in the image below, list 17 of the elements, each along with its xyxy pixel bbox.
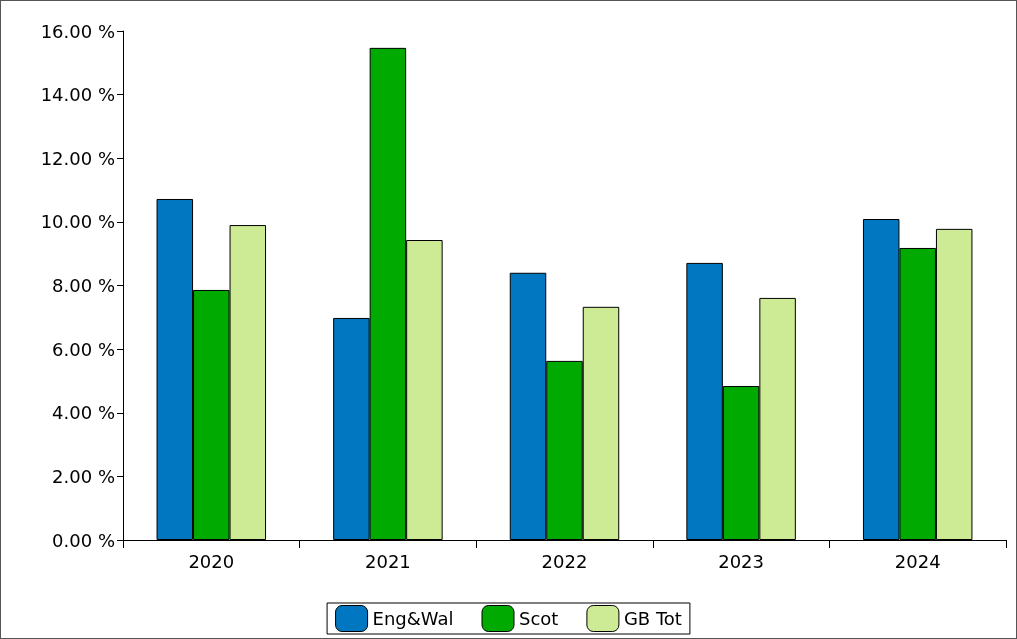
legend-label: Scot [519, 608, 559, 629]
x-tick-label: 2020 [188, 550, 235, 572]
y-tick-label: 16.00 % [40, 20, 115, 42]
y-tick-label: 2.00 % [52, 465, 115, 487]
x-tick-label: 2023 [718, 550, 765, 572]
legend-label: GB Tot [623, 608, 682, 629]
x-tick-label: 2024 [894, 550, 941, 572]
y-tick-label: 0.00 % [52, 529, 115, 551]
y-tick-label: 14.00 % [40, 84, 115, 106]
legend-label: Eng&Wal [372, 608, 454, 629]
y-tick-label: 12.00 % [40, 147, 115, 169]
x-tick-label: 2021 [364, 550, 411, 572]
y-tick-label: 10.00 % [40, 211, 115, 233]
y-tick-label: 6.00 % [52, 338, 115, 360]
y-tick-label: 4.00 % [52, 402, 115, 424]
x-tick-label: 2022 [541, 550, 588, 572]
y-tick-label: 8.00 % [52, 275, 115, 296]
